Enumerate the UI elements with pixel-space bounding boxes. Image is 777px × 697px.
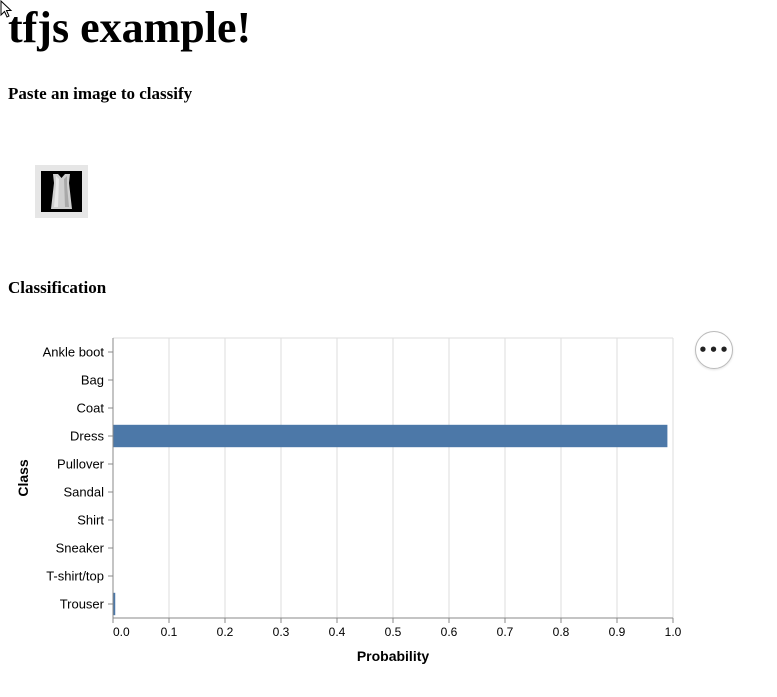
- y-tick-label: Pullover: [57, 457, 105, 472]
- x-axis-title: Probability: [357, 648, 430, 664]
- classification-chart: 0.0 0.1 0.2 0.3 0.4 0.5 0.6 0.7 0.8 0.9 1.0 Ankle b…: [15, 337, 682, 664]
- x-tick-label: 0.3: [273, 625, 290, 639]
- y-tick-label: Ankle boot: [43, 345, 105, 360]
- x-tick-label: 0.9: [609, 625, 626, 639]
- more-horizontal-icon: •••: [698, 340, 730, 359]
- y-tick-label: Trouser: [60, 597, 105, 612]
- y-tick-label: Shirt: [77, 513, 104, 528]
- pasted-image: [35, 165, 88, 218]
- bar-trouser: [113, 592, 116, 616]
- page-title: tfjs example!: [8, 3, 252, 52]
- classification-heading: Classification: [8, 278, 107, 297]
- y-tick-label: Sneaker: [56, 541, 105, 556]
- mouse-pointer-icon: [0, 0, 13, 18]
- x-tick-label: 0.6: [441, 625, 458, 639]
- x-tick-label: 0.5: [385, 625, 402, 639]
- paste-instruction: Paste an image to classify: [8, 84, 193, 103]
- x-tick-label: 0.0: [113, 625, 130, 639]
- y-tick-label: Dress: [70, 429, 104, 444]
- x-tick-label: 0.1: [161, 625, 178, 639]
- chart-actions-menu-button[interactable]: •••: [695, 331, 733, 369]
- chart-grid: [112, 337, 674, 618]
- y-tick-label: Coat: [77, 401, 105, 416]
- bar-dress: [113, 424, 668, 448]
- x-tick-label: 0.8: [553, 625, 570, 639]
- x-tick-label: 0.4: [329, 625, 346, 639]
- dress-thumbnail-icon: [41, 171, 82, 212]
- y-tick-label: T-shirt/top: [46, 569, 104, 584]
- y-tick-label: Sandal: [64, 485, 105, 500]
- x-tick-label: 0.2: [217, 625, 234, 639]
- chart-bars: [113, 424, 668, 616]
- x-tick-label: 0.7: [497, 625, 514, 639]
- y-tick-label: Bag: [81, 373, 104, 388]
- y-axis-title: Class: [15, 459, 31, 497]
- x-tick-label: 1.0: [665, 625, 682, 639]
- chart-axes: 0.0 0.1 0.2 0.3 0.4 0.5 0.6 0.7 0.8 0.9 1.0 Ankle b…: [43, 338, 682, 639]
